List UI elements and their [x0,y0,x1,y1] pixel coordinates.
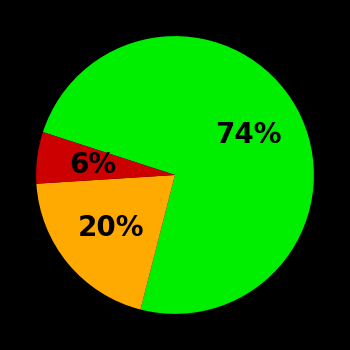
Wedge shape [36,175,175,309]
Text: 6%: 6% [69,150,116,178]
Text: 20%: 20% [78,214,144,242]
Wedge shape [36,132,175,184]
Wedge shape [43,36,314,314]
Text: 74%: 74% [215,121,281,149]
